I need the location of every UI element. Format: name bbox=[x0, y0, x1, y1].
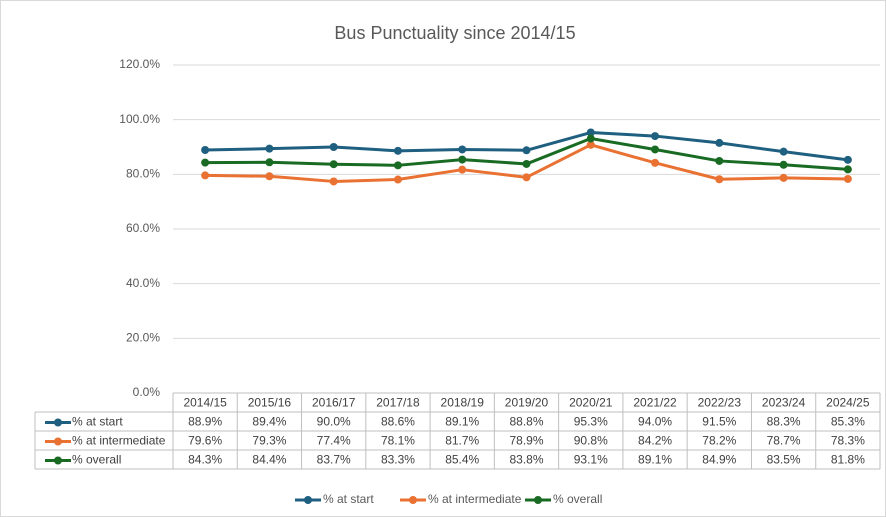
table-value: 78.3% bbox=[831, 434, 865, 448]
data-point bbox=[201, 146, 210, 155]
x-tick-label: 2022/23 bbox=[698, 396, 742, 410]
x-tick-label: 2021/22 bbox=[633, 396, 677, 410]
x-tick-label: 2019/20 bbox=[505, 396, 549, 410]
data-point bbox=[779, 173, 788, 182]
y-tick-label: 100.0% bbox=[119, 112, 160, 126]
data-point bbox=[522, 173, 531, 182]
x-tick-label: 2016/17 bbox=[312, 396, 356, 410]
data-point bbox=[393, 175, 402, 184]
table-value: 93.1% bbox=[574, 453, 608, 467]
table-value: 79.6% bbox=[188, 434, 222, 448]
data-point bbox=[843, 174, 852, 183]
data-point bbox=[843, 165, 852, 174]
data-point bbox=[843, 155, 852, 164]
x-tick-label: 2018/19 bbox=[441, 396, 485, 410]
data-point bbox=[522, 159, 531, 168]
data-point bbox=[265, 158, 274, 167]
data-point bbox=[329, 177, 338, 186]
table-value: 83.7% bbox=[317, 453, 351, 467]
data-point bbox=[779, 160, 788, 169]
data-point bbox=[715, 175, 724, 184]
x-tick-label: 2015/16 bbox=[248, 396, 292, 410]
table-value: 85.3% bbox=[831, 415, 865, 429]
table-key-marker bbox=[54, 456, 62, 465]
data-point bbox=[651, 158, 660, 167]
legend-label: % at start bbox=[323, 492, 374, 506]
data-point bbox=[586, 134, 595, 143]
data-point bbox=[393, 146, 402, 155]
table-value: 83.5% bbox=[767, 453, 801, 467]
table-value: 78.9% bbox=[509, 434, 543, 448]
table-key-marker bbox=[54, 418, 62, 427]
x-tick-label: 2023/24 bbox=[762, 396, 806, 410]
table-value: 94.0% bbox=[638, 415, 672, 429]
data-point bbox=[779, 147, 788, 156]
data-point bbox=[201, 171, 210, 180]
table-series-name: % overall bbox=[72, 453, 121, 467]
y-tick-label: 40.0% bbox=[126, 276, 160, 290]
table-value: 84.9% bbox=[702, 453, 736, 467]
table-value: 95.3% bbox=[574, 415, 608, 429]
data-point bbox=[522, 146, 531, 155]
data-point bbox=[265, 144, 274, 153]
data-point bbox=[265, 172, 274, 181]
chart-title: Bus Punctuality since 2014/15 bbox=[334, 23, 575, 43]
legend-key-marker bbox=[304, 496, 312, 504]
table-series-name: % at start bbox=[72, 415, 123, 429]
table-value: 78.7% bbox=[767, 434, 801, 448]
table-value: 85.4% bbox=[445, 453, 479, 467]
y-tick-label: 60.0% bbox=[126, 221, 160, 235]
table-value: 88.8% bbox=[509, 415, 543, 429]
table-value: 91.5% bbox=[702, 415, 736, 429]
table-key-marker bbox=[54, 437, 62, 446]
legend-key-marker bbox=[534, 496, 542, 504]
data-point bbox=[715, 138, 724, 147]
table-value: 81.7% bbox=[445, 434, 479, 448]
table-value: 83.8% bbox=[509, 453, 543, 467]
table-value: 84.2% bbox=[638, 434, 672, 448]
table-value: 88.6% bbox=[381, 415, 415, 429]
data-point bbox=[458, 165, 467, 174]
legend-label: % overall bbox=[553, 492, 602, 506]
table-value: 89.4% bbox=[252, 415, 286, 429]
data-point bbox=[715, 156, 724, 165]
table-value: 81.8% bbox=[831, 453, 865, 467]
table-value: 88.9% bbox=[188, 415, 222, 429]
x-tick-label: 2014/15 bbox=[183, 396, 227, 410]
table-series-name: % at intermediate bbox=[72, 434, 166, 448]
x-tick-label: 2024/25 bbox=[826, 396, 870, 410]
table-value: 90.8% bbox=[574, 434, 608, 448]
data-point bbox=[651, 132, 660, 141]
table-value: 88.3% bbox=[767, 415, 801, 429]
y-tick-label: 120.0% bbox=[119, 57, 160, 71]
legend-key-marker bbox=[409, 496, 417, 504]
x-tick-label: 2020/21 bbox=[569, 396, 613, 410]
data-point bbox=[329, 160, 338, 169]
table-value: 83.3% bbox=[381, 453, 415, 467]
data-point bbox=[458, 155, 467, 164]
x-tick-label: 2017/18 bbox=[376, 396, 420, 410]
table-value: 90.0% bbox=[317, 415, 351, 429]
y-tick-label: 20.0% bbox=[126, 331, 160, 345]
table-value: 89.1% bbox=[638, 453, 672, 467]
table-value: 84.4% bbox=[252, 453, 286, 467]
legend-label: % at intermediate bbox=[428, 492, 522, 506]
data-point bbox=[586, 128, 595, 137]
table-value: 77.4% bbox=[317, 434, 351, 448]
table-value: 78.2% bbox=[702, 434, 736, 448]
data-point bbox=[458, 145, 467, 154]
table-value: 79.3% bbox=[252, 434, 286, 448]
table-value: 84.3% bbox=[188, 453, 222, 467]
y-tick-label: 80.0% bbox=[126, 167, 160, 181]
data-point bbox=[201, 158, 210, 167]
data-point bbox=[393, 161, 402, 170]
table-value: 78.1% bbox=[381, 434, 415, 448]
y-tick-label: 0.0% bbox=[133, 385, 161, 399]
table-value: 89.1% bbox=[445, 415, 479, 429]
data-point bbox=[651, 145, 660, 154]
data-point bbox=[586, 140, 595, 149]
data-point bbox=[329, 143, 338, 151]
